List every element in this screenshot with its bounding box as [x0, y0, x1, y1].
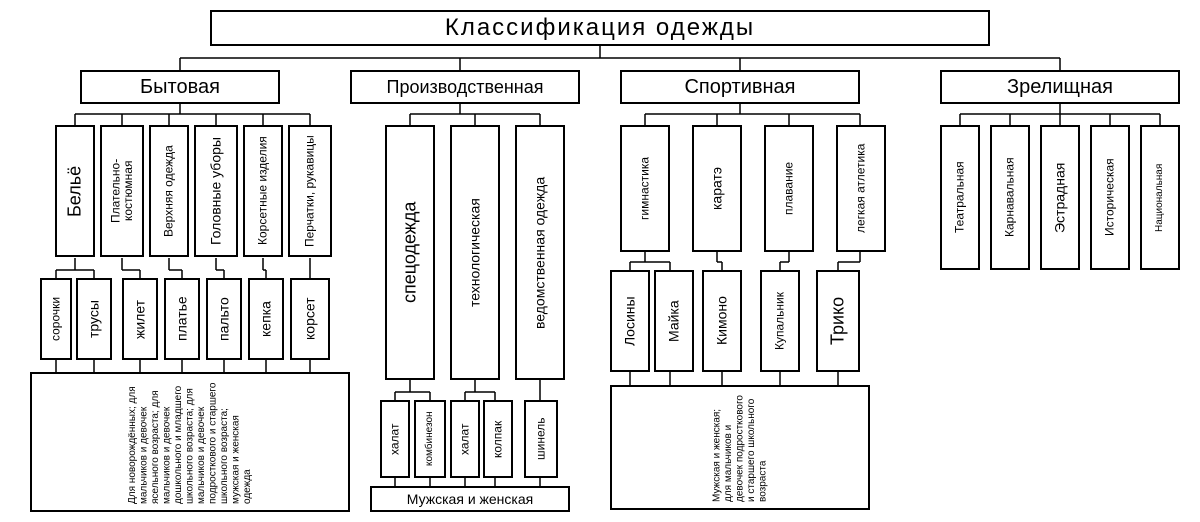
c2-note: Мужская и женская [370, 486, 570, 512]
root-title: Классификация одежды [210, 10, 990, 46]
c1-sub-zhilet: жилет [122, 278, 158, 360]
c1-item-korsetnye: Корсетные изделия [243, 125, 283, 257]
c1-sub-trusy: трусы [76, 278, 112, 360]
c3-sub-kupalnik: Купальник [760, 270, 800, 372]
c3-item-atletika: легкая атлетика [836, 125, 886, 252]
c2-sub-khalat1: халат [380, 400, 410, 478]
c1-item-belyo: Бельё [55, 125, 95, 257]
c2-item-vedomstv: ведомственная одежда [515, 125, 565, 380]
category-bytovaya: Бытовая [80, 70, 280, 104]
c3-sub-kimono: Кимоно [702, 270, 742, 372]
category-proizvodstvennaya: Производственная [350, 70, 580, 104]
c1-note: Для новорождённых; для мальчиков и девоч… [30, 372, 350, 512]
category-zrelishchnaya: Зрелищная [940, 70, 1180, 104]
c1-sub-palto: пальто [206, 278, 242, 360]
c3-note: Мужская и женская; для мальчиков и девоч… [610, 385, 870, 510]
c4-item-teatralnaya: Театральная [940, 125, 980, 270]
c1-sub-kepka: кепка [248, 278, 284, 360]
c3-sub-losiny: Лосины [610, 270, 650, 372]
c2-sub-khalat2: халат [450, 400, 480, 478]
c2-sub-shinel: шинель [524, 400, 558, 478]
category-sportivnaya: Спортивная [620, 70, 860, 104]
c2-item-tekhnolog: технологическая [450, 125, 500, 380]
c1-item-verkhnyaya: Верхняя одежда [149, 125, 189, 257]
c1-item-platelno: Плательно-костюмная [100, 125, 144, 257]
c2-item-spetsodezhda: спецодежда [385, 125, 435, 380]
c2-sub-kolpak: колпак [483, 400, 513, 478]
c3-sub-triko: Трико [816, 270, 860, 372]
c1-sub-korset: корсет [290, 278, 330, 360]
c4-item-istoricheskaya: Историческая [1090, 125, 1130, 270]
c2-sub-kombinezon: комбинезон [414, 400, 446, 478]
c1-sub-sorochki: сорочки [40, 278, 72, 360]
c4-item-karnavalnaya: Карнавальная [990, 125, 1030, 270]
c1-sub-platye: платье [164, 278, 200, 360]
c3-sub-mayka: Майка [654, 270, 694, 372]
c3-item-gimnastika: гимнастика [620, 125, 670, 252]
c1-item-perchatki: Перчатки, рукавицы [288, 125, 332, 257]
c1-item-golovnye: Головные уборы [194, 125, 238, 257]
c4-item-natsionalnaya: Национальная [1140, 125, 1180, 270]
c3-item-karate: каратэ [692, 125, 742, 252]
c3-item-plavanie: плавание [764, 125, 814, 252]
c4-item-estradnaya: Эстрадная [1040, 125, 1080, 270]
